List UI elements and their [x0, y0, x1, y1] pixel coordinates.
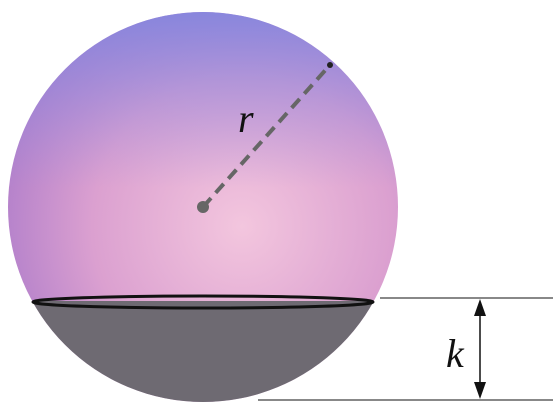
cap	[32, 301, 374, 402]
center-point	[197, 201, 209, 213]
height-label: k	[446, 331, 465, 376]
surface-point	[327, 62, 333, 68]
radius-label: r	[238, 96, 254, 141]
height-arrow	[474, 299, 486, 399]
cap-base-ellipse	[31, 294, 375, 310]
radius-line	[201, 63, 332, 209]
